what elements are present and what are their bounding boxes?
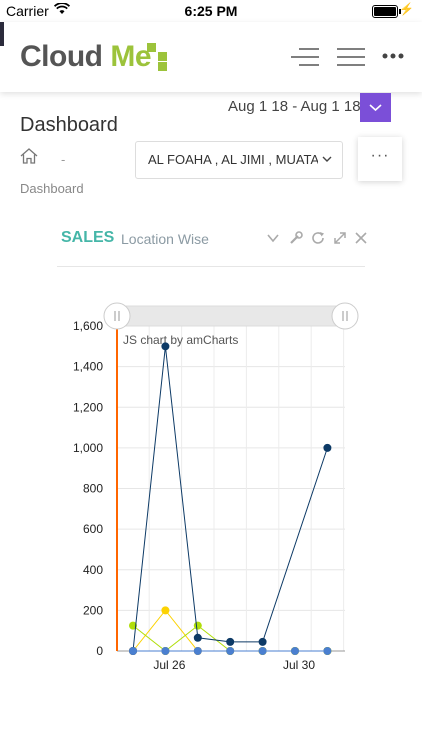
y-tick-label: 800 <box>83 482 103 496</box>
align-right-icon[interactable] <box>291 47 319 67</box>
y-tick-label: 1,600 <box>73 319 103 333</box>
page-title: Dashboard <box>20 114 118 136</box>
data-point[interactable] <box>323 647 332 655</box>
data-point[interactable] <box>161 606 170 615</box>
series-line <box>132 346 328 652</box>
widget-subtitle: Location Wise <box>121 231 209 247</box>
charging-icon: ⚡ <box>399 2 414 16</box>
more-options-label: ··· <box>370 147 390 164</box>
date-range-dropdown-button[interactable] <box>360 93 391 122</box>
y-tick-label: 0 <box>96 644 103 658</box>
home-icon[interactable] <box>20 148 38 164</box>
y-tick-label: 1,200 <box>73 400 103 414</box>
y-tick-label: 200 <box>83 603 103 617</box>
date-range-label[interactable]: Aug 1 18 - Aug 1 18 <box>228 98 361 115</box>
data-point[interactable] <box>193 647 202 655</box>
data-point[interactable] <box>226 637 235 646</box>
chevron-down-icon[interactable] <box>266 231 280 245</box>
chevron-down-icon <box>369 104 382 112</box>
app-logo[interactable]: Cloud Me <box>20 40 152 74</box>
data-point[interactable] <box>193 621 202 630</box>
location-select-value: AL FOAHA , AL JIMI , MUATAREDH <box>148 152 318 167</box>
data-point[interactable] <box>129 647 137 655</box>
logo-square <box>147 43 156 52</box>
x-tick-label: Jul 30 <box>283 658 315 672</box>
amcharts-watermark[interactable]: JS chart by amCharts <box>123 333 238 347</box>
sales-line-chart: 0 200 400 600 800 1,000 1,200 1,400 1,600 Jul 26 J… <box>73 302 359 672</box>
header-accent <box>0 22 4 46</box>
data-point[interactable] <box>193 633 202 642</box>
y-tick-label: 600 <box>83 522 103 536</box>
more-horizontal-icon[interactable] <box>382 53 404 59</box>
chevron-down-icon <box>322 156 332 162</box>
wrench-icon[interactable] <box>289 231 303 245</box>
data-point[interactable] <box>258 647 267 655</box>
data-point[interactable] <box>323 443 332 452</box>
y-tick-label: 1,000 <box>73 441 103 455</box>
data-point[interactable] <box>291 647 299 655</box>
close-icon[interactable] <box>354 231 368 245</box>
chart-scrollbar[interactable] <box>116 305 346 327</box>
widget-title: SALES <box>61 229 115 246</box>
scrollbar-grip[interactable] <box>331 302 359 330</box>
hamburger-icon[interactable] <box>337 47 365 67</box>
more-options-button[interactable]: ··· <box>358 137 402 181</box>
logo-text-me: Me <box>110 40 152 73</box>
carrier-label: Carrier <box>6 3 49 19</box>
scrollbar-grip[interactable] <box>103 302 131 330</box>
wifi-icon <box>54 3 70 14</box>
x-tick-label: Jul 26 <box>153 658 185 672</box>
data-point[interactable] <box>226 647 235 655</box>
logo-text-cloud: Cloud <box>20 40 103 73</box>
breadcrumb-separator: - <box>61 152 66 167</box>
battery-icon <box>372 5 401 18</box>
logo-square <box>158 62 167 71</box>
clock: 6:25 PM <box>184 3 238 19</box>
data-point[interactable] <box>161 647 170 655</box>
location-select[interactable]: AL FOAHA , AL JIMI , MUATAREDH <box>135 141 343 179</box>
status-bar: Carrier 6:25 PM ⚡ <box>0 0 422 22</box>
widget-divider <box>57 266 365 267</box>
logo-square <box>158 52 167 61</box>
expand-icon[interactable] <box>333 231 347 245</box>
data-point[interactable] <box>258 637 267 646</box>
breadcrumb-current: Dashboard <box>20 181 84 196</box>
data-point[interactable] <box>161 342 170 351</box>
refresh-icon[interactable] <box>311 231 325 245</box>
y-tick-label: 1,400 <box>73 360 103 374</box>
y-tick-label: 400 <box>83 563 103 577</box>
